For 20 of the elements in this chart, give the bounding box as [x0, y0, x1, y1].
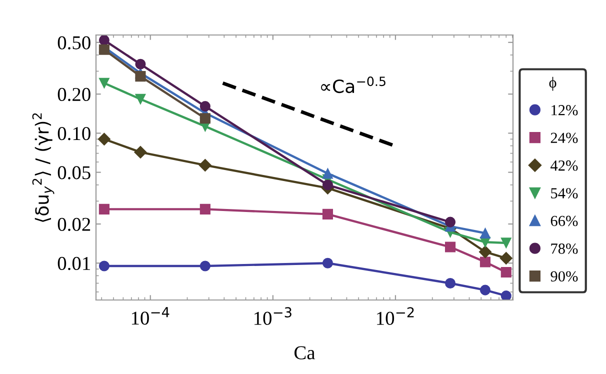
- y-tick-label: 0.10: [58, 127, 90, 140]
- y-tick-label: 0.02: [58, 218, 90, 232]
- y-axis-title: ⟨δu$_{y}$$^{2}$⟩ / (γ̇r)$^{2}$: [32, 113, 54, 222]
- legend-label: 42%: [550, 160, 578, 171]
- legend-label: 78%: [551, 244, 578, 254]
- x-tick-label: 10$^{−3}$: [254, 307, 292, 325]
- y-tick-label: 0.20: [58, 88, 90, 102]
- legend-label: 90%: [550, 271, 578, 282]
- x-tick-label: 10$^{−4}$: [132, 307, 170, 325]
- legend-label: 66%: [550, 216, 578, 226]
- legend-title: ϕ: [549, 76, 556, 91]
- y-tick-label: 0.50: [58, 36, 90, 50]
- legend-label: 24%: [550, 132, 578, 144]
- x-tick-label: 10$^{−2}$: [377, 307, 414, 325]
- annotation: ∝Ca$^{−0.5}$: [321, 76, 386, 94]
- y-tick-label: 0.01: [58, 256, 90, 270]
- y-tick-label: 0.05: [58, 166, 90, 180]
- legend-label: 12%: [552, 105, 578, 116]
- legend-label: 54%: [551, 188, 578, 198]
- x-axis-title: Ca: [294, 346, 316, 360]
